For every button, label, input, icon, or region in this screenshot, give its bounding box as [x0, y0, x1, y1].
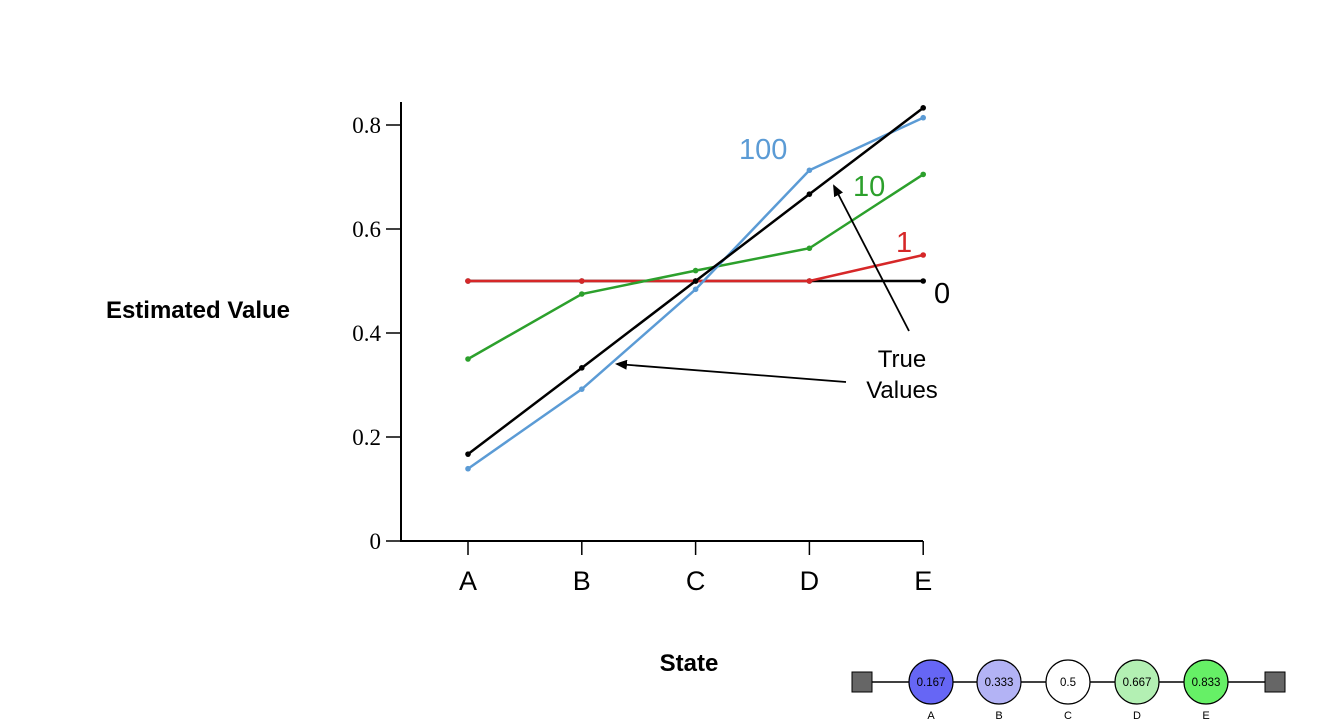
y-tick-label: 0: [370, 529, 382, 554]
true-values-arrow-upper: [833, 184, 910, 332]
data-point: [692, 267, 699, 274]
data-point: [806, 245, 813, 252]
data-point: [920, 278, 926, 284]
series-100-label: 100: [739, 134, 787, 166]
series-10-label: 10: [853, 171, 885, 203]
x-axis-title: State: [660, 650, 719, 677]
true-values-label-line2: Values: [866, 377, 938, 404]
terminal-left-square: [851, 671, 873, 693]
data-point: [579, 386, 585, 392]
state-node-label: D: [1133, 710, 1141, 722]
state-node: [1183, 659, 1229, 705]
data-point: [920, 252, 926, 258]
data-point: [692, 286, 699, 293]
state-node-value: 0.333: [985, 677, 1014, 689]
data-point: [579, 278, 585, 284]
state-node-label: C: [1064, 710, 1072, 722]
true-values-label-line1: True: [878, 346, 926, 373]
data-point: [920, 114, 926, 121]
state-node-value: 0.667: [1123, 677, 1152, 689]
state-node: [1045, 659, 1091, 705]
state-node: [976, 659, 1022, 705]
terminal-right-square: [1264, 671, 1286, 693]
state-node-label: A: [927, 710, 935, 722]
x-tick-label: C: [686, 566, 706, 596]
data-point: [579, 365, 585, 371]
data-point: [806, 191, 813, 197]
y-tick-label: 0.4: [352, 321, 381, 346]
axes: 0 0.2 0.4 0.6 0.8 A B C D E: [352, 102, 932, 596]
x-tick-label: B: [573, 566, 591, 596]
data-point: [579, 291, 585, 297]
state-diagram: 0.167 A 0.333 B 0.5 C 0.667 D 0.833 E: [851, 659, 1286, 722]
x-tick-label: A: [459, 566, 477, 596]
y-tick-label: 0.2: [352, 425, 381, 450]
state-node: [908, 659, 954, 705]
series-1-label: 1: [896, 227, 912, 259]
data-point: [920, 171, 926, 178]
data-point: [465, 465, 471, 472]
state-node-label: E: [1202, 710, 1209, 722]
data-point: [465, 356, 471, 362]
data-point: [692, 278, 699, 284]
data-point: [806, 278, 813, 284]
state-node-value: 0.5: [1060, 677, 1076, 689]
state-node-value: 0.167: [917, 677, 946, 689]
series-layer: [465, 105, 926, 472]
data-point: [920, 105, 926, 111]
series-0-label: 0: [934, 278, 950, 310]
data-point: [465, 451, 471, 457]
y-tick-label: 0.8: [352, 113, 381, 138]
state-node-label: B: [995, 710, 1002, 722]
y-tick-label: 0.6: [352, 217, 381, 242]
data-point: [465, 278, 471, 284]
state-node: [1114, 659, 1160, 705]
data-point: [806, 167, 813, 174]
x-tick-label: E: [914, 566, 932, 596]
true-values-arrow-lower: [615, 359, 847, 383]
state-node-value: 0.833: [1192, 677, 1221, 689]
x-tick-label: D: [800, 566, 820, 596]
y-axis-title: Estimated Value: [106, 297, 290, 324]
